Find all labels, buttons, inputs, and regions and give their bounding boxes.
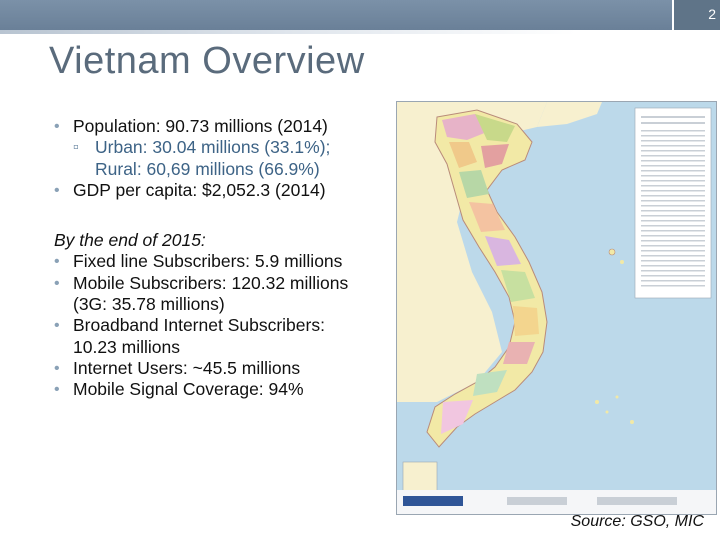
bullet-population: Population: 90.73 millions (2014) <box>54 116 394 138</box>
rural-line: Rural: 60,69 millions (66.9%) <box>95 158 320 179</box>
stats-heading: By the end of 2015: <box>54 230 206 251</box>
bullet-broadband: Broadband Internet Subscribers: 10.23 mi… <box>54 315 394 358</box>
bullet-list: Population: 90.73 millions (2014) Urban:… <box>54 116 394 401</box>
mobile-3g-line: (3G: 35.78 millions) <box>73 294 225 315</box>
sub-bullet-urban: Urban: 30.04 millions (33.1%); Rural: 60… <box>54 137 394 180</box>
mobile-line: Mobile Subscribers: 120.32 millions <box>73 272 349 293</box>
bullet-coverage: Mobile Signal Coverage: 94% <box>54 379 394 401</box>
header-bar <box>0 0 720 30</box>
source-note: Source: GSO, MIC <box>570 513 704 530</box>
broadband-line: Broadband Internet Subscribers: <box>73 315 325 336</box>
bullet-fixed-line: Fixed line Subscribers: 5.9 millions <box>54 251 394 273</box>
header-accent-line <box>0 30 720 34</box>
map-illustration <box>397 102 716 514</box>
broadband-value-line: 10.23 millions <box>73 336 180 357</box>
vietnam-map <box>396 101 717 515</box>
bullet-mobile: Mobile Subscribers: 120.32 millions (3G:… <box>54 273 394 316</box>
urban-line: Urban: 30.04 millions (33.1%); <box>95 137 331 158</box>
slide-title: Vietnam Overview <box>49 40 365 82</box>
slide-number-box: 2 <box>672 0 720 30</box>
slide-number: 2 <box>708 6 716 22</box>
bullet-gdp: GDP per capita: $2,052.3 (2014) <box>54 180 394 202</box>
bullet-internet-users: Internet Users: ~45.5 millions <box>54 358 394 380</box>
